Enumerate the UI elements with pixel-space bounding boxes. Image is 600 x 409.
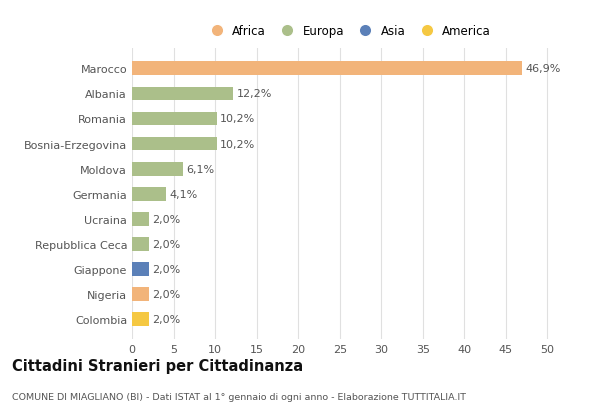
Bar: [132, 288, 149, 301]
Text: 12,2%: 12,2%: [236, 89, 272, 99]
Bar: [132, 87, 233, 101]
Bar: [132, 212, 149, 226]
Text: 2,0%: 2,0%: [152, 214, 180, 224]
Bar: [132, 263, 149, 276]
Bar: [132, 137, 217, 151]
Text: 46,9%: 46,9%: [525, 64, 560, 74]
Text: 2,0%: 2,0%: [152, 239, 180, 249]
Legend: Africa, Europa, Asia, America: Africa, Europa, Asia, America: [200, 20, 496, 43]
Bar: [132, 112, 217, 126]
Bar: [132, 162, 182, 176]
Bar: [132, 238, 149, 251]
Text: 2,0%: 2,0%: [152, 264, 180, 274]
Text: 2,0%: 2,0%: [152, 290, 180, 299]
Text: 6,1%: 6,1%: [186, 164, 214, 174]
Bar: [132, 62, 521, 76]
Text: 10,2%: 10,2%: [220, 114, 256, 124]
Text: 2,0%: 2,0%: [152, 315, 180, 324]
Text: 4,1%: 4,1%: [169, 189, 197, 199]
Bar: [132, 312, 149, 326]
Text: Cittadini Stranieri per Cittadinanza: Cittadini Stranieri per Cittadinanza: [12, 358, 303, 373]
Text: COMUNE DI MIAGLIANO (BI) - Dati ISTAT al 1° gennaio di ogni anno - Elaborazione : COMUNE DI MIAGLIANO (BI) - Dati ISTAT al…: [12, 392, 466, 401]
Text: 10,2%: 10,2%: [220, 139, 256, 149]
Bar: [132, 187, 166, 201]
